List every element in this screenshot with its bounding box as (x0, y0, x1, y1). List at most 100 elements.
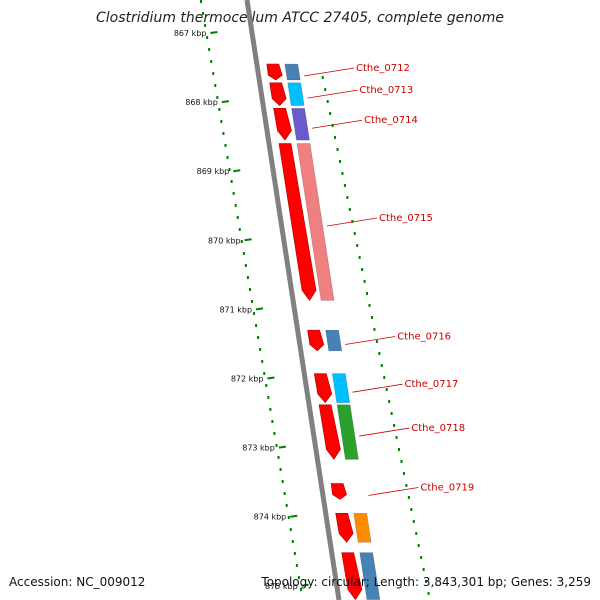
gc-skew-dot (224, 144, 227, 147)
gene-arrow (330, 483, 347, 500)
gene-label-leader (352, 383, 403, 393)
cog-bar (284, 63, 301, 81)
gc-skew-dot (398, 448, 401, 451)
gc-skew-dot (346, 196, 349, 199)
gc-skew-dot (265, 384, 268, 387)
genome-backbone (244, 0, 342, 600)
accession-text: Accession: NC_009012 (9, 575, 146, 589)
gc-skew-dot (240, 240, 243, 243)
gc-skew-dot (358, 256, 361, 259)
gene-label-text: Cthe_0712 (356, 63, 410, 74)
gc-skew-dot (222, 132, 225, 135)
gc-skew-dot (321, 76, 324, 79)
gc-skew-dot (271, 420, 274, 423)
gene-arrow (318, 404, 341, 460)
ruler-tick (290, 514, 298, 518)
gc-skew-dot (361, 268, 364, 271)
gc-skew-dot (412, 520, 415, 523)
gc-skew-dot (400, 460, 403, 463)
gc-skew-dot (208, 48, 211, 51)
gc-skew-dot (402, 472, 405, 475)
gc-skew-dot (295, 564, 298, 567)
topology-text: Topology: circular; Length: 3,843,301 bp… (261, 575, 591, 589)
gc-skew-dot (202, 12, 205, 15)
gc-skew-dot (390, 412, 393, 415)
gc-skew-dot (259, 348, 262, 351)
gene-label-text: Cthe_0713 (359, 85, 413, 96)
cog-bar (331, 373, 351, 403)
gc-skew-dot (218, 108, 221, 111)
gc-skew-dot (380, 364, 383, 367)
cog-bar (336, 404, 359, 460)
ruler-tick (221, 100, 229, 104)
gc-skew-dot (228, 168, 231, 171)
gene-arrow (278, 143, 317, 301)
gc-skew-dot (331, 124, 334, 127)
gene-label-leader (307, 89, 358, 99)
gene-label-leader (303, 67, 355, 77)
gc-skew-dot (373, 328, 376, 331)
gc-skew-dots (200, 0, 430, 595)
ruler-tick (301, 583, 309, 587)
gc-skew-dot (338, 160, 341, 163)
gc-skew-dot (232, 192, 235, 195)
ruler-tick-label: 872 kbp (231, 375, 264, 384)
ruler-tick-label: 871 kbp (219, 305, 252, 314)
gc-skew-dot (353, 232, 356, 235)
gc-skew-dot (329, 112, 332, 115)
ruler-ticks: 867 kbp 868 kbp 869 kbp 870 kbp 871 kbp 872 k… (174, 29, 309, 591)
gc-skew-dot (417, 544, 420, 547)
gc-skew-dot (283, 492, 286, 495)
gc-skew-dot (242, 252, 245, 255)
gc-skew-dot (253, 312, 256, 315)
gene-label-text: Cthe_0717 (405, 379, 459, 390)
gc-skew-dot (383, 376, 386, 379)
gc-skew-dot (248, 288, 251, 291)
gc-skew-dot (326, 100, 329, 103)
gc-skew-dot (356, 244, 359, 247)
cog-bar (287, 82, 305, 106)
ruler-tick (233, 169, 241, 173)
gc-skew-dot (204, 24, 207, 27)
gc-skew-dot (238, 228, 241, 231)
gene-label-text: Cthe_0719 (420, 482, 474, 493)
gc-skew-dot (388, 400, 391, 403)
gc-skew-dot (246, 276, 249, 279)
gene-label-text: Cthe_0716 (397, 331, 451, 342)
gene-labels: Cthe_0712 Cthe_0713 Cthe_0714 Cthe_0715 Cthe… (303, 63, 474, 496)
ruler-tick-label: 867 kbp (174, 29, 207, 38)
cog-bar (353, 512, 372, 543)
gc-skew-dot (226, 156, 229, 159)
gc-skew-dot (216, 96, 219, 99)
gc-skew-dot (336, 148, 339, 151)
gene-arrow (341, 552, 363, 600)
gc-skew-dot (267, 396, 270, 399)
ruler-tick-label: 875 kbp (265, 582, 298, 591)
gene-label-text: Cthe_0718 (411, 423, 465, 434)
ruler-tick-label: 873 kbp (242, 444, 275, 453)
gc-skew-dot (263, 372, 266, 375)
gc-skew-dot (422, 568, 425, 571)
gc-skew-dot (407, 496, 410, 499)
gc-skew-dot (299, 588, 302, 591)
gene-label-leader (368, 487, 419, 496)
gc-skew-dot (368, 304, 371, 307)
gc-skew-dot (214, 84, 217, 87)
gc-skew-dot (427, 592, 430, 595)
gene-arrow (269, 82, 287, 106)
gene-track (266, 63, 381, 600)
gc-skew-dot (375, 340, 378, 343)
gene-label-leader (345, 336, 396, 345)
gc-skew-dot (293, 552, 296, 555)
gc-skew-dot (366, 292, 369, 295)
gc-skew-dot (206, 36, 209, 39)
gc-skew-dot (363, 280, 366, 283)
gc-skew-dot (324, 88, 327, 91)
gc-skew-dot (281, 480, 284, 483)
gc-skew-dot (261, 360, 264, 363)
ruler-tick-label: 868 kbp (185, 98, 218, 107)
gene-arrow (335, 512, 354, 543)
gc-skew-dot (230, 180, 233, 183)
gc-skew-dot (277, 456, 280, 459)
